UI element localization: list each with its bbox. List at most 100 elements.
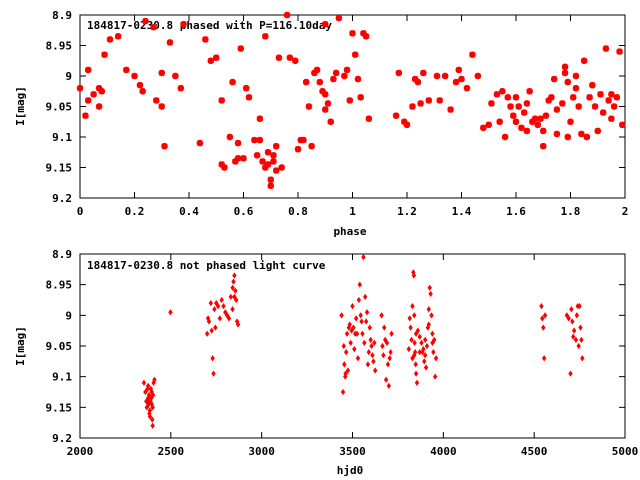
phased-data-point (474, 72, 482, 80)
phased-data-point (319, 88, 326, 95)
unphased-data-point (370, 352, 375, 359)
unphased-data-point (372, 339, 377, 347)
phased-data-point (172, 72, 179, 80)
phased-data-point (322, 106, 329, 113)
unphased-data-point (426, 321, 431, 328)
phased-data-point (308, 142, 315, 150)
unphased-y-tick-label: 8.9 (52, 248, 72, 261)
unphased-data-point (413, 361, 418, 368)
unphased-data-point (145, 398, 150, 405)
phased-data-point (292, 57, 299, 64)
unphased-data-point (219, 296, 224, 304)
unphased-data-point (211, 370, 216, 377)
phased-data-point (161, 142, 168, 150)
unphased-data-point (577, 303, 582, 310)
phased-data-point (90, 91, 97, 98)
phased-y-tick-label: 9.05 (46, 101, 73, 114)
phased-data-point (480, 124, 487, 132)
unphased-y-tick-label: 9.15 (46, 401, 73, 414)
phased-data-point (180, 20, 187, 28)
unphased-data-point (430, 330, 435, 337)
phased-data-point (346, 97, 353, 104)
unphased-data-point (352, 345, 357, 353)
unphased-data-point (342, 361, 347, 368)
phased-data-point (218, 97, 225, 104)
phased-data-point (610, 103, 618, 110)
unphased-data-point (365, 361, 371, 368)
unphased-data-point (424, 342, 430, 350)
unphased-data-point (389, 330, 394, 337)
unphased-data-point (348, 339, 353, 347)
unphased-data-point (542, 312, 548, 319)
phased-data-point (589, 81, 596, 89)
unphased-data-point (232, 293, 237, 301)
unphased-data-point (406, 345, 412, 353)
unphased-axis-ticks: 2000 2500 3000 3500 4000 4500 5000 8.9 8.95 9 9.05… (46, 248, 639, 458)
phased-data-point (433, 72, 441, 80)
phased-x-tick-label: 1.8 (561, 205, 581, 218)
phased-data-point (322, 91, 329, 98)
unphased-data-point (574, 312, 580, 319)
phased-data-point (207, 57, 214, 64)
unphased-data-point (414, 379, 420, 386)
unphased-data-point (230, 284, 235, 291)
unphased-data-point (340, 388, 346, 396)
phased-data-point (540, 142, 547, 150)
phased-data-point (84, 66, 92, 74)
unphased-data-point (566, 315, 571, 322)
unphased-data-point (235, 321, 241, 328)
phased-data-point (540, 127, 547, 135)
phased-data-point (583, 133, 591, 141)
phased-data-point (278, 164, 285, 171)
phased-y-tick-label: 9.15 (46, 162, 73, 175)
phased-data-point (542, 112, 550, 119)
phased-data-points (76, 11, 626, 189)
unphased-data-point (383, 376, 389, 383)
unphased-data-point (347, 321, 352, 328)
phased-data-point (401, 118, 408, 125)
unphased-data-point (422, 336, 428, 343)
unphased-data-point (428, 290, 433, 297)
phased-data-point (548, 94, 555, 101)
phased-x-tick-label: 1.6 (506, 205, 526, 218)
unphased-data-point (381, 352, 386, 359)
unphased-data-point (385, 361, 391, 368)
unphased-data-point (410, 303, 415, 310)
phased-data-point (82, 112, 89, 119)
phased-data-point (273, 167, 280, 174)
phased-data-point (256, 136, 264, 144)
unphased-data-point (150, 404, 155, 411)
phased-data-point (510, 112, 517, 119)
unphased-data-point (345, 367, 351, 374)
unphased-data-point (215, 303, 221, 310)
unphased-data-point (413, 370, 419, 377)
phased-data-point (362, 33, 370, 40)
phased-data-point (420, 69, 427, 77)
unphased-data-point (417, 333, 422, 340)
phased-chart-title: 184817-0230.8 phased with P=116.10day (87, 19, 332, 32)
phased-data-point (499, 88, 506, 95)
unphased-data-point (204, 330, 210, 337)
unphased-data-point (209, 327, 214, 334)
phased-data-point (496, 118, 503, 125)
phased-data-point (501, 133, 509, 141)
phased-data-point (512, 94, 520, 101)
phased-data-point (324, 100, 332, 107)
phased-data-point (567, 118, 574, 125)
phased-data-point (469, 51, 476, 58)
unphased-data-point (150, 416, 155, 423)
unphased-x-tick-label: 4000 (430, 445, 457, 458)
phased-data-point (616, 48, 623, 55)
phased-data-point (526, 88, 533, 95)
phased-data-point (270, 158, 277, 165)
phased-data-point (395, 69, 403, 77)
unphased-data-point (417, 349, 422, 356)
phased-y-tick-label: 9.2 (52, 192, 72, 205)
unphased-data-point (344, 330, 350, 337)
unphased-data-point (541, 324, 546, 331)
unphased-x-axis-label: hjd0 (337, 464, 364, 477)
phased-data-point (520, 109, 528, 116)
phased-data-point (597, 91, 604, 98)
unphased-data-point (415, 327, 421, 334)
unphased-data-points (141, 253, 585, 429)
